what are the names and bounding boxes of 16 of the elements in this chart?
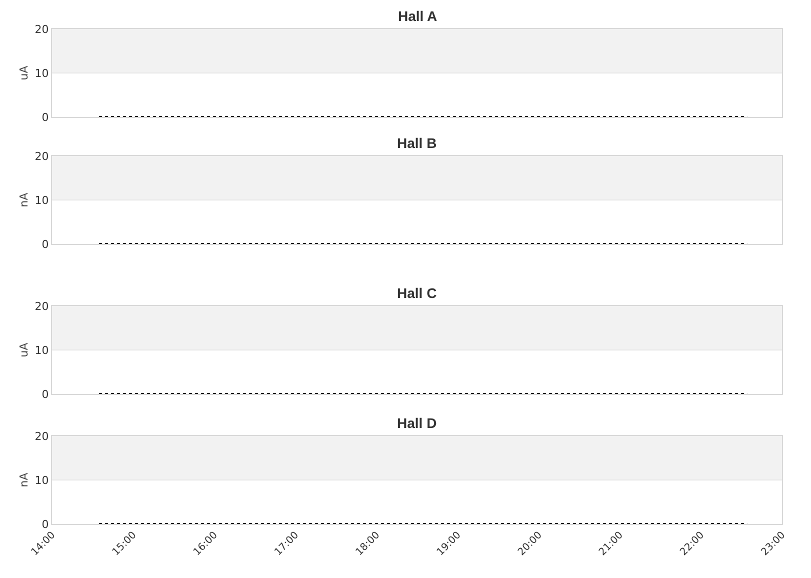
y-tick-label: 10: [34, 344, 49, 357]
y-axis-title: nA: [17, 472, 30, 488]
chart-title: Hall B: [397, 135, 437, 151]
y-axis-title: uA: [17, 342, 30, 358]
y-axis-title: nA: [17, 192, 30, 208]
y-tick-label: 20: [34, 150, 49, 163]
y-tick-label: 0: [42, 110, 49, 124]
y-tick-label: 10: [34, 474, 49, 487]
y-tick-label: 20: [34, 300, 49, 313]
y-tick-label: 10: [34, 194, 49, 207]
y-tick-label: 20: [34, 430, 49, 443]
y-tick-label: 0: [42, 388, 49, 401]
y-tick-label: 0: [42, 238, 49, 251]
chart-title: Hall C: [397, 285, 437, 301]
y-tick-label: 0: [42, 518, 49, 531]
chart-title: Hall D: [397, 415, 437, 431]
